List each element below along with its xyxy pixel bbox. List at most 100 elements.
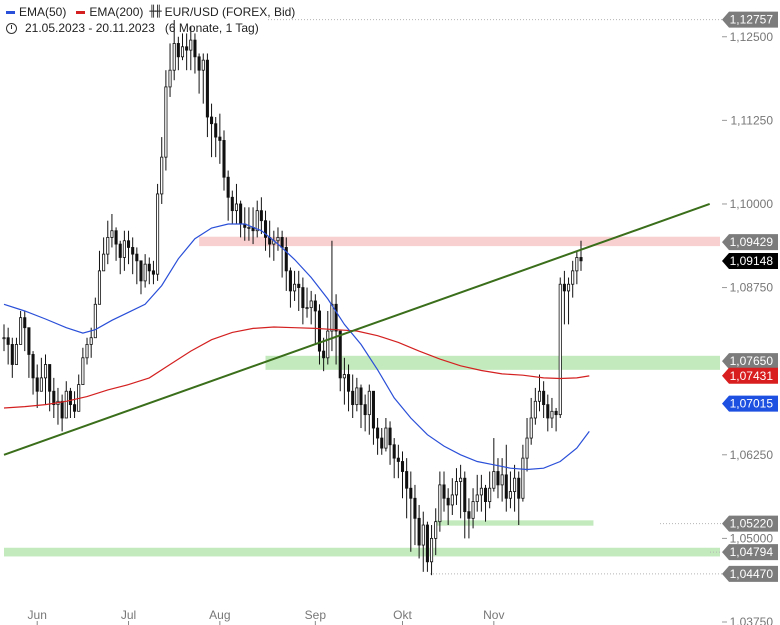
candle-body — [326, 330, 330, 359]
candle-body — [305, 307, 309, 310]
candle-body — [135, 253, 139, 262]
candle-body — [73, 404, 77, 412]
candle-body — [434, 521, 438, 539]
candle-body — [380, 437, 384, 449]
candle-body — [68, 390, 72, 406]
y-tick-label: 1,12500 — [730, 30, 774, 44]
x-tick-label: Sep — [305, 608, 327, 622]
candle-body — [367, 390, 371, 416]
candle-body — [43, 364, 48, 379]
candle-body — [459, 477, 463, 482]
price-tag-label: 1,07650 — [730, 354, 774, 368]
y-tick-label: 1,05000 — [730, 531, 774, 545]
y-tick-label: 1,11250 — [731, 113, 774, 127]
candle-body — [351, 390, 355, 406]
candle-body — [508, 491, 512, 499]
candle-body — [517, 477, 521, 499]
x-tick-label: Okt — [393, 608, 412, 622]
candle-body — [197, 56, 201, 71]
candle-body — [259, 210, 263, 222]
candle-body — [164, 86, 168, 158]
candle-body — [27, 327, 31, 355]
candle-body — [334, 303, 338, 332]
support-zone-3 — [4, 547, 720, 557]
candle-body — [255, 210, 259, 232]
x-tick-label: Aug — [209, 608, 230, 622]
chart-header: EMA(50) EMA(200) ╫╫ EUR/USD (FOREX, Bid)… — [6, 4, 295, 36]
period-label: (6 Monate, 1 Tag) — [164, 21, 259, 35]
support-zone-2 — [435, 520, 594, 526]
candle-body — [176, 43, 180, 58]
candle-body — [537, 390, 542, 402]
price-tag-label: 1,09429 — [730, 235, 774, 249]
candle-body — [301, 287, 305, 309]
candle-body — [6, 337, 10, 345]
y-axis-ticks: 1,12500 1,11250 1,10000 1,08750 1,06250 1,050… — [722, 30, 773, 625]
candle-body — [309, 300, 313, 309]
candle-body — [60, 400, 64, 419]
candle-body — [467, 511, 471, 519]
candle-body — [342, 374, 346, 379]
date-range: 21.05.2023 - 20.11.2023 — [25, 21, 155, 35]
candle-body — [347, 374, 351, 392]
price-tag — [722, 395, 778, 412]
candle-body — [363, 404, 367, 416]
candle-body — [205, 59, 209, 118]
candle-body — [554, 410, 558, 416]
ema50-line — [3, 223, 590, 471]
x-tick-label: Jun — [28, 608, 47, 622]
candle-body — [550, 410, 554, 419]
candle-body — [562, 283, 566, 292]
price-tag — [722, 11, 778, 28]
price-zones — [4, 236, 721, 557]
candle-body — [156, 193, 160, 275]
candle-body — [218, 136, 222, 141]
candle-body — [463, 477, 467, 513]
candle-body — [2, 337, 6, 340]
candle-body — [330, 303, 334, 332]
candles-icon: ╫╫ — [149, 5, 161, 18]
candle-body — [214, 123, 218, 138]
candle-body — [143, 263, 147, 282]
candle-body — [48, 364, 52, 392]
candle-body — [322, 350, 326, 359]
candle-body — [168, 69, 172, 88]
candle-body — [438, 484, 442, 523]
candle-body — [172, 43, 176, 71]
price-tag — [722, 234, 778, 251]
candle-body — [454, 481, 459, 496]
candle-body — [288, 270, 292, 292]
ema50-label: EMA(50) — [19, 5, 67, 19]
candle-body — [180, 46, 185, 58]
candle-body — [442, 484, 446, 499]
candle-body — [151, 270, 155, 275]
candle-body — [297, 283, 301, 288]
candle-body — [384, 427, 388, 449]
candle-body — [521, 457, 525, 499]
candle-body — [147, 263, 151, 272]
candle-body — [500, 474, 504, 486]
instrument-label: EUR/USD (FOREX, Bid) — [164, 5, 296, 19]
candle-body — [359, 387, 363, 406]
candle-body — [185, 46, 189, 51]
y-tick-label: 1,10000 — [730, 197, 774, 211]
candle-body — [139, 260, 143, 282]
price-tag — [722, 544, 778, 561]
indicator-lines — [3, 203, 711, 471]
legend-ema50[interactable]: EMA(50) — [6, 4, 66, 20]
candle-body — [421, 524, 425, 546]
candle-body — [10, 344, 14, 365]
x-axis-ticks: Jun Jul Aug Sep Okt Nov — [28, 608, 504, 625]
candle-body — [81, 357, 85, 385]
candle-body — [313, 300, 317, 312]
candle-body — [52, 390, 56, 406]
candle-body — [546, 404, 550, 419]
candle-body — [89, 337, 93, 345]
candle-body — [446, 497, 450, 506]
legend-ema200[interactable]: EMA(200) — [76, 4, 143, 20]
candle-body — [110, 230, 114, 238]
candle-body — [513, 477, 517, 492]
candle-body — [64, 390, 68, 419]
